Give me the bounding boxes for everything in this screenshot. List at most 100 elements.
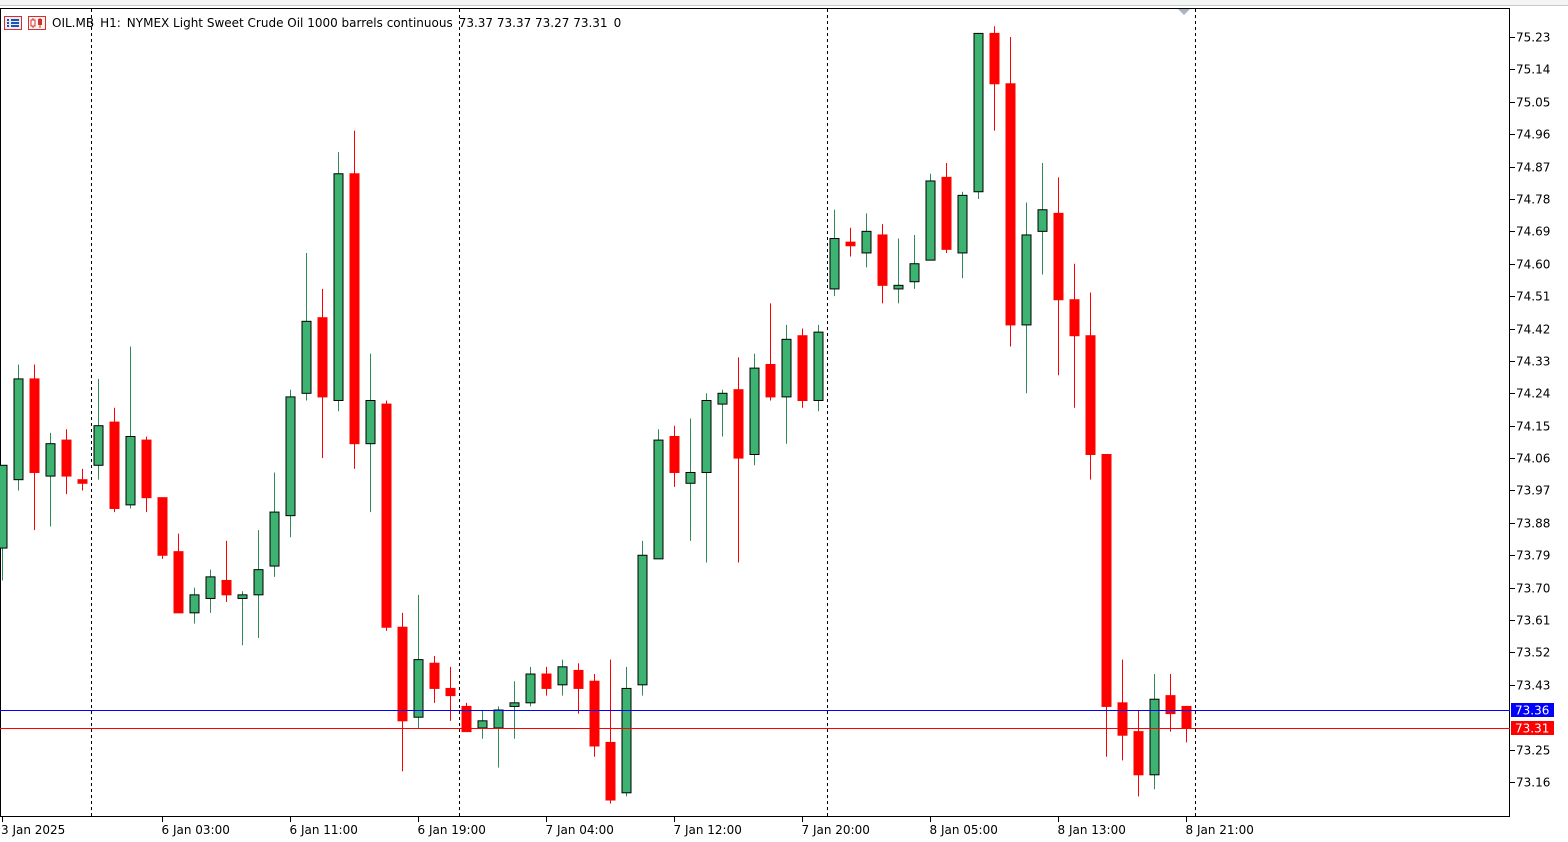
bullish-candle[interactable] <box>781 324 792 444</box>
candle-body[interactable] <box>765 364 776 398</box>
candle-body[interactable] <box>1165 695 1176 715</box>
candle-body[interactable] <box>429 662 440 689</box>
candle-body[interactable] <box>573 669 584 689</box>
candle-body[interactable] <box>525 673 536 704</box>
candle-body[interactable] <box>477 720 488 729</box>
bullish-candle[interactable] <box>557 659 568 696</box>
bearish-candle[interactable] <box>1069 263 1080 408</box>
bearish-candle[interactable] <box>349 130 360 469</box>
candle-body[interactable] <box>957 194 968 254</box>
bullish-candle[interactable] <box>285 389 296 538</box>
bullish-candle[interactable] <box>365 353 376 513</box>
candle-body[interactable] <box>173 551 184 614</box>
bearish-candle[interactable] <box>317 288 328 459</box>
bullish-candle[interactable] <box>189 587 200 624</box>
candle-body[interactable] <box>1133 731 1144 776</box>
bullish-candle[interactable] <box>333 152 344 412</box>
candle-body[interactable] <box>845 241 856 247</box>
candle-body[interactable] <box>1149 698 1160 776</box>
candle-body[interactable] <box>669 435 680 473</box>
bullish-candle[interactable] <box>253 530 264 639</box>
bearish-candle[interactable] <box>77 468 88 491</box>
candle-body[interactable] <box>365 400 376 445</box>
candle-body[interactable] <box>77 479 88 484</box>
bullish-candle[interactable] <box>653 429 664 560</box>
candle-body[interactable] <box>205 576 216 599</box>
bearish-candle[interactable] <box>221 540 232 603</box>
bullish-candle[interactable] <box>45 432 56 527</box>
candle-body[interactable] <box>733 389 744 459</box>
candle-body[interactable] <box>301 320 312 394</box>
bearish-candle[interactable] <box>989 26 1000 131</box>
bearish-candle[interactable] <box>797 328 808 408</box>
bearish-candle[interactable] <box>173 533 184 614</box>
bullish-candle[interactable] <box>237 591 248 646</box>
bearish-candle[interactable] <box>1101 453 1112 757</box>
candle-body[interactable] <box>29 378 40 473</box>
bullish-candle[interactable] <box>301 252 312 401</box>
bearish-candle[interactable] <box>445 666 456 721</box>
candle-body[interactable] <box>157 497 168 556</box>
candle-body[interactable] <box>509 702 520 707</box>
candle-body[interactable] <box>989 32 1000 85</box>
candle-body[interactable] <box>701 400 712 473</box>
candle-body[interactable] <box>653 439 664 560</box>
candle-body[interactable] <box>941 176 952 250</box>
candle-body[interactable] <box>605 741 616 801</box>
bullish-candle[interactable] <box>269 472 280 577</box>
bearish-candle[interactable] <box>429 656 440 703</box>
bullish-candle[interactable] <box>13 364 24 491</box>
chart-shift-marker[interactable] <box>1178 9 1190 15</box>
candle-body[interactable] <box>349 173 360 445</box>
bearish-candle[interactable] <box>573 663 584 714</box>
bullish-candle[interactable] <box>621 666 632 797</box>
candle-body[interactable] <box>493 709 504 729</box>
candle-body[interactable] <box>877 234 888 286</box>
candle-body[interactable] <box>269 511 280 567</box>
bearish-candle[interactable] <box>1005 37 1016 347</box>
candle-body[interactable] <box>333 173 344 402</box>
bullish-candle[interactable] <box>477 710 488 739</box>
candle-body[interactable] <box>13 378 24 481</box>
candle-body[interactable] <box>445 687 456 697</box>
candle-body[interactable] <box>189 594 200 614</box>
time-axis[interactable]: 3 Jan 2025 6 Jan 03:00 6 Jan 11:00 6 Jan 19… <box>1 817 1254 837</box>
candle-body[interactable] <box>557 666 568 686</box>
bullish-candle[interactable] <box>813 324 824 412</box>
bearish-candle[interactable] <box>461 702 472 733</box>
bullish-candle[interactable] <box>893 238 904 304</box>
candle-body[interactable] <box>1037 209 1048 232</box>
candle-body[interactable] <box>925 180 936 261</box>
bearish-candle[interactable] <box>1085 292 1096 480</box>
bearish-candle[interactable] <box>541 666 552 696</box>
list-view-icon[interactable] <box>4 16 22 30</box>
bearish-candle[interactable] <box>1165 674 1176 732</box>
candle-body[interactable] <box>1053 212 1064 301</box>
bearish-candle[interactable] <box>157 497 168 559</box>
bullish-candle[interactable] <box>493 706 504 768</box>
bearish-candle[interactable] <box>61 429 72 495</box>
bearish-candle[interactable] <box>845 227 856 257</box>
candle-body[interactable] <box>621 687 632 794</box>
bearish-candle[interactable] <box>1181 705 1192 743</box>
bearish-candle[interactable] <box>381 400 392 631</box>
candle-body[interactable] <box>285 396 296 517</box>
candle-body[interactable] <box>781 338 792 398</box>
candle-body[interactable] <box>381 403 392 628</box>
bullish-candle[interactable] <box>525 666 536 707</box>
candle-body[interactable] <box>1101 453 1112 707</box>
bullish-candle[interactable] <box>1037 162 1048 275</box>
candle-body[interactable] <box>237 594 248 599</box>
bullish-candle[interactable] <box>685 418 696 541</box>
bullish-candle[interactable] <box>909 234 920 289</box>
bullish-candle[interactable] <box>1149 674 1160 790</box>
candle-body[interactable] <box>317 317 328 398</box>
bearish-candle[interactable] <box>669 425 680 487</box>
candle-body[interactable] <box>909 263 920 283</box>
candle-body[interactable] <box>61 439 72 477</box>
bearish-candle[interactable] <box>589 674 600 757</box>
candle-body[interactable] <box>93 425 104 466</box>
bullish-candle[interactable] <box>1021 202 1032 394</box>
